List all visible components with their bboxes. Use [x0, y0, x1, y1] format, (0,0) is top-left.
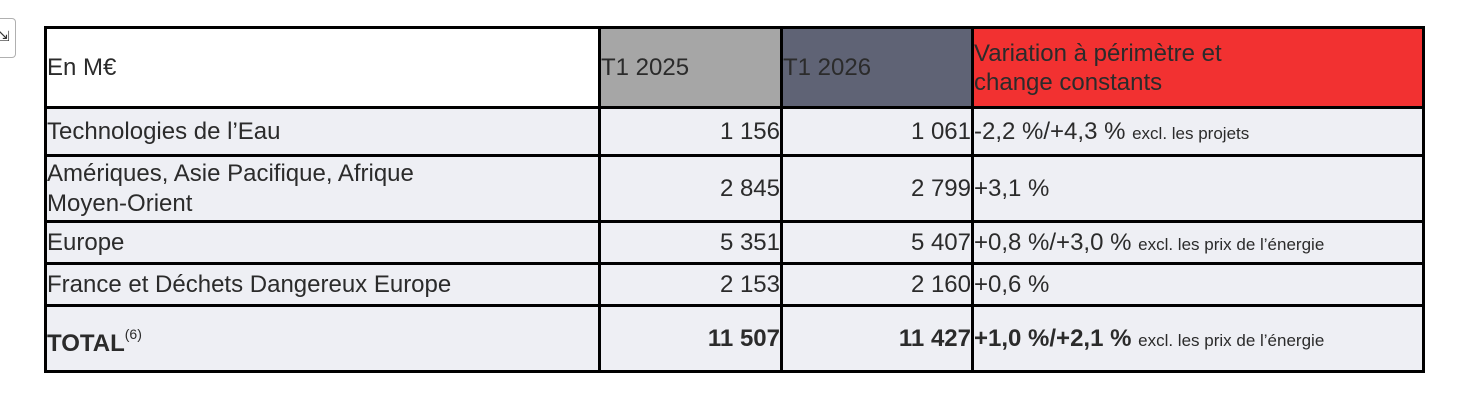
- variation-note: excl. les projets: [1132, 123, 1250, 143]
- variation-note: excl. les prix de l’énergie: [1138, 330, 1325, 350]
- table-row: Technologies de l’Eau 1 156 1 061 -2,2 %…: [44, 106, 1425, 157]
- row-label: Technologies de l’Eau: [44, 106, 601, 157]
- header-variation: Variation à périmètre et change constant…: [971, 26, 1425, 109]
- variation-value: +3,1 %: [974, 174, 1050, 202]
- row-value-2025: 2 845: [598, 154, 783, 223]
- row-label: Europe: [44, 220, 601, 265]
- row-value-2026: 1 061: [780, 106, 974, 157]
- variation-value: +1,0 %/+2,1 %: [974, 324, 1132, 352]
- row-label-line2: Moyen-Orient: [47, 189, 193, 217]
- header-unit-label: En M€: [44, 26, 601, 109]
- total-variation: +1,0 %/+2,1 % excl. les prix de l’énergi…: [971, 304, 1425, 373]
- header-variation-line1: Variation à périmètre et: [974, 39, 1222, 67]
- row-label: France et Déchets Dangereux Europe: [44, 262, 601, 307]
- total-value-2026: 11 427: [780, 304, 974, 373]
- total-label-text: TOTAL: [47, 329, 125, 357]
- row-label-line1: Amériques, Asie Pacifique, Afrique: [47, 159, 414, 187]
- row-value-2025: 1 156: [598, 106, 783, 157]
- row-value-2026: 5 407: [780, 220, 974, 265]
- table-row: Europe 5 351 5 407 +0,8 %/+3,0 % excl. l…: [44, 220, 1425, 265]
- table-row: France et Déchets Dangereux Europe 2 153…: [44, 262, 1425, 307]
- row-value-2026: 2 160: [780, 262, 974, 307]
- total-label: TOTAL(6): [44, 304, 601, 373]
- row-variation: +0,6 %: [971, 262, 1425, 307]
- header-variation-line2: change constants: [974, 68, 1163, 96]
- row-variation: -2,2 %/+4,3 % excl. les projets: [971, 106, 1425, 157]
- header-t1-2026: T1 2026: [780, 26, 974, 109]
- variation-value: +0,8 %/+3,0 %: [974, 228, 1132, 256]
- row-value-2025: 2 153: [598, 262, 783, 307]
- side-panel-toggle[interactable]: ⇲: [0, 18, 16, 58]
- table-row: Amériques, Asie Pacifique, Afrique Moyen…: [44, 154, 1425, 223]
- variation-note: excl. les prix de l’énergie: [1138, 234, 1325, 254]
- resize-icon: ⇲: [0, 29, 10, 45]
- row-variation: +3,1 %: [971, 154, 1425, 223]
- row-variation: +0,8 %/+3,0 % excl. les prix de l’énergi…: [971, 220, 1425, 265]
- variation-value: +0,6 %: [974, 270, 1050, 298]
- total-footnote: (6): [124, 325, 142, 342]
- header-t1-2025: T1 2025: [598, 26, 783, 109]
- table-header-row: En M€ T1 2025 T1 2026 Variation à périmè…: [44, 26, 1425, 109]
- total-value-2025: 11 507: [598, 304, 783, 373]
- row-value-2025: 5 351: [598, 220, 783, 265]
- table-total-row: TOTAL(6) 11 507 11 427 +1,0 %/+2,1 % exc…: [44, 304, 1425, 373]
- row-value-2026: 2 799: [780, 154, 974, 223]
- row-label: Amériques, Asie Pacifique, Afrique Moyen…: [44, 154, 601, 223]
- variation-value: -2,2 %/+4,3 %: [974, 117, 1126, 145]
- revenue-table: En M€ T1 2025 T1 2026 Variation à périmè…: [44, 26, 1425, 373]
